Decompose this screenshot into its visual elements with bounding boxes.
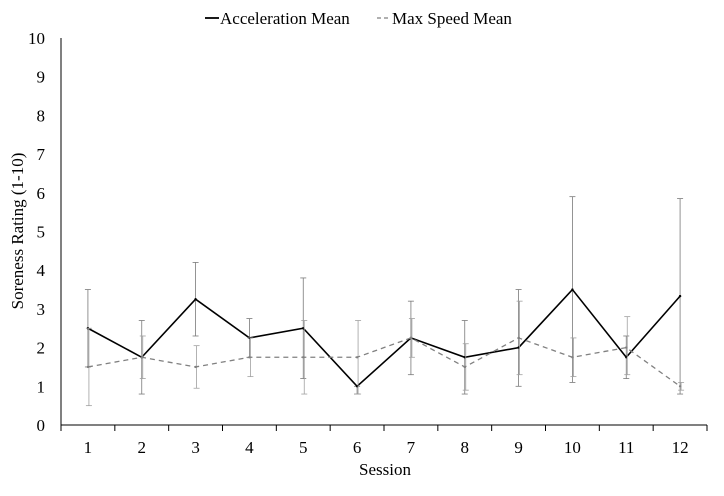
x-tick-label: 7 [407,438,416,457]
data-point-max-speed [678,385,682,388]
data-point-max-speed [625,346,628,349]
data-point-acceleration [463,356,466,359]
data-point-max-speed [355,356,359,359]
x-tick-label: 5 [299,438,308,457]
y-tick-label: 2 [37,339,46,358]
y-tick-label: 7 [37,145,46,164]
data-point-max-speed [248,356,251,359]
x-tick-label: 8 [461,438,470,457]
data-point-max-speed [86,365,90,369]
legend: Acceleration Mean Max Speed Mean [205,9,512,28]
y-tick-label: 5 [37,223,46,242]
y-tick-label: 6 [37,184,46,203]
x-tick-label: 9 [514,438,523,457]
series-line-acceleration [87,288,681,388]
data-point-max-speed [194,365,197,369]
y-tick-label: 8 [37,106,46,125]
data-point-acceleration [355,385,359,388]
x-tick-label: 10 [564,438,581,457]
y-tick-label: 9 [37,68,46,87]
x-axis-title: Session [359,460,411,479]
y-tick-label: 4 [37,261,46,280]
x-tick-label: 12 [672,438,689,457]
y-tick-label: 0 [37,416,46,435]
y-axis-title: Soreness Rating (1-10) [8,153,27,310]
data-point-max-speed [517,336,520,340]
legend-label-max-speed: Max Speed Mean [392,9,512,28]
legend-label-acceleration: Acceleration Mean [220,9,350,28]
y-tick-label: 10 [28,29,45,48]
x-tick-label: 6 [353,438,362,457]
x-tick-label: 11 [618,438,634,457]
data-point-max-speed [463,365,466,369]
x-tick-label: 2 [138,438,147,457]
x-tick-label: 3 [191,438,200,457]
data-point-max-speed [302,356,305,359]
x-tick-label: 4 [245,438,254,457]
data-point-acceleration [571,288,574,291]
data-point-max-speed [409,336,413,340]
y-tick-label: 1 [37,377,46,396]
y-tick-label: 3 [37,300,46,319]
data-point-acceleration [678,294,682,298]
data-point-acceleration [194,298,197,301]
data-point-max-speed [140,356,143,359]
x-tick-label: 1 [84,438,93,457]
data-point-max-speed [571,356,574,359]
data-point-acceleration [302,327,305,330]
series-line-max-speed [87,337,681,387]
